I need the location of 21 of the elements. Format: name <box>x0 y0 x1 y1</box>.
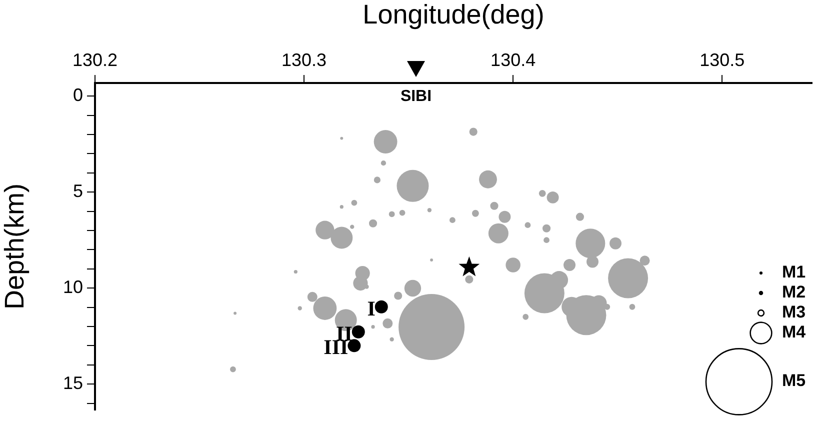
legend-label: M5 <box>782 371 806 390</box>
annotation: SIBI <box>400 88 432 106</box>
y-tick-label: 15 <box>62 373 83 394</box>
point <box>458 256 480 276</box>
y-tick-label: 5 <box>72 181 83 202</box>
x-tick-label: 130.3 <box>282 50 327 70</box>
x-tick-label: 130.2 <box>72 50 118 70</box>
x-axis-title: Longitude(deg) <box>362 0 544 30</box>
x-tick-label: 130.5 <box>700 50 745 70</box>
y-tick-label: 0 <box>72 85 83 106</box>
legend-label: M3 <box>782 302 806 322</box>
point <box>348 339 361 352</box>
point <box>352 325 365 338</box>
legend-label: M1 <box>782 262 806 282</box>
legend-label: M2 <box>782 282 806 302</box>
x-tick-label: 130.4 <box>490 50 536 70</box>
point <box>374 300 388 314</box>
y-tick-label: 10 <box>62 277 83 298</box>
legend-label: M4 <box>782 322 806 342</box>
annotation: I <box>367 296 376 320</box>
y-axis-title: Depth(km) <box>0 183 30 310</box>
